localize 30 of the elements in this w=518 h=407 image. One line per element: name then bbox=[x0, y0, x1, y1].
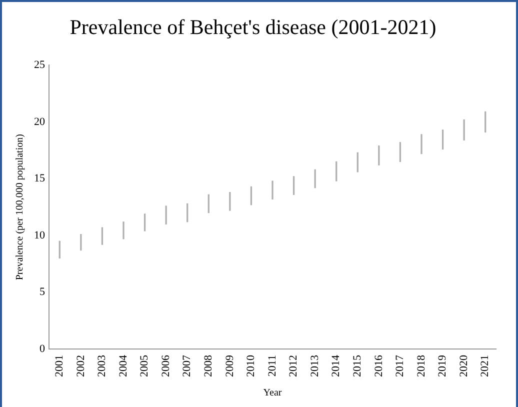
x-tick-label: 2014 bbox=[330, 354, 342, 377]
x-tick-label: 2003 bbox=[96, 354, 108, 377]
x-axis-title: Year bbox=[263, 388, 282, 399]
chart-title: Prevalence of Behçet's disease (2001-2021) bbox=[70, 15, 436, 40]
x-tick-label: 2012 bbox=[288, 355, 300, 377]
y-tick-label: 5 bbox=[40, 286, 46, 298]
x-tick-label: 2019 bbox=[436, 354, 449, 377]
x-tick-label: 2021 bbox=[479, 355, 492, 377]
x-tick-label: 2007 bbox=[181, 354, 194, 377]
x-tick-label: 2013 bbox=[308, 354, 321, 377]
x-tick-label: 2017 bbox=[394, 354, 406, 377]
y-tick-label: 20 bbox=[34, 116, 46, 128]
x-tick-label: 2020 bbox=[458, 354, 470, 377]
x-tick-label: 2004 bbox=[117, 354, 130, 377]
x-tick-label: 2015 bbox=[352, 354, 364, 377]
x-tick-label: 2011 bbox=[266, 355, 278, 377]
x-tick-label: 2001 bbox=[54, 355, 66, 377]
y-tick-label: 25 bbox=[34, 59, 46, 72]
x-tick-label: 2002 bbox=[74, 355, 87, 377]
x-tick-label: 2016 bbox=[372, 354, 385, 377]
x-tick-label: 2018 bbox=[415, 354, 428, 377]
x-tick-label: 2006 bbox=[160, 354, 172, 377]
y-axis-title: Prevalence (per 100,000 population) bbox=[14, 134, 26, 280]
x-tick-label: 2008 bbox=[202, 354, 215, 377]
x-tick-label: 2009 bbox=[224, 354, 236, 377]
x-tick-label: 2005 bbox=[138, 354, 151, 377]
y-tick-label: 10 bbox=[34, 229, 46, 242]
y-tick-label: 0 bbox=[40, 342, 46, 355]
x-tick-label: 2010 bbox=[245, 354, 258, 377]
y-tick-label: 15 bbox=[34, 172, 46, 185]
